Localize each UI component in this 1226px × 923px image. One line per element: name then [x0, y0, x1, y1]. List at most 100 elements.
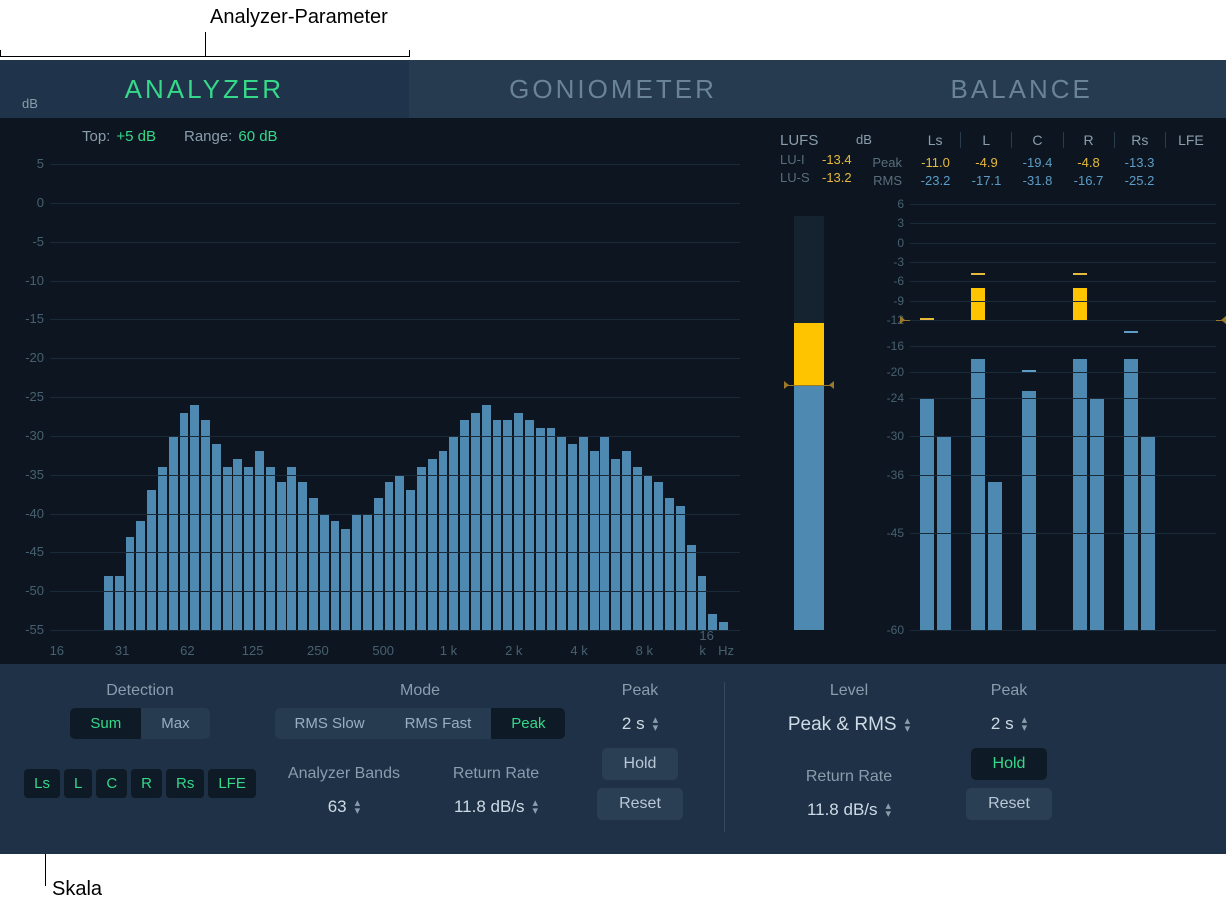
peak-right-title: Peak [991, 682, 1027, 700]
spectrum-bar [309, 498, 318, 630]
freq-tick: 16 k [699, 628, 719, 658]
level-meters: LUFS LU-I-13.4 LU-S-13.2 dB LsLCRRsLFE P… [740, 154, 1226, 664]
freq-tick: 62 [180, 643, 194, 658]
annotation-bottom: Skala [52, 878, 102, 901]
spectrum-bar [428, 459, 437, 630]
spectrum-bar [665, 498, 674, 630]
reset-right-button[interactable]: Reset [966, 788, 1052, 820]
channel-btn-L[interactable]: L [64, 769, 92, 798]
channel-values: Peak-11.0-4.9-19.4-4.8-13.3 RMS-23.2-17.… [850, 154, 1216, 190]
channel-header-C: C [1011, 132, 1062, 148]
db-tick: 5 [4, 156, 44, 171]
spectrum-bar [460, 420, 469, 630]
channel-btn-R[interactable]: R [131, 769, 162, 798]
channel-col [1012, 204, 1063, 630]
peak-left-value[interactable]: 2 s▴▾ [608, 708, 672, 740]
channel-header-Rs: Rs [1114, 132, 1165, 148]
gridline [50, 630, 740, 631]
top-value[interactable]: +5 dB [116, 128, 156, 145]
lufs-title: LUFS [780, 132, 852, 149]
spectrum-bar [568, 444, 577, 630]
spectrum-bar [622, 451, 631, 630]
db-tick: -45 [4, 544, 44, 559]
channel-col [1063, 204, 1114, 630]
freq-tick: 1 k [440, 643, 457, 658]
spectrum-bar [482, 405, 491, 630]
spectrum-bar [190, 405, 199, 630]
spectrum-bar [331, 521, 340, 630]
spectrum-bar [104, 576, 113, 630]
gridline [50, 358, 740, 359]
bands-value[interactable]: 63▴▾ [314, 791, 374, 823]
ch-tick: -3 [878, 255, 904, 269]
gridline [50, 514, 740, 515]
db-tick: 0 [4, 195, 44, 210]
rms-value: -17.1 [961, 172, 1012, 190]
tab-balance[interactable]: BALANCE [817, 60, 1226, 118]
detection-sum[interactable]: Sum [70, 708, 141, 739]
spectrum-bar [525, 420, 534, 630]
channel-btn-Rs[interactable]: Rs [166, 769, 204, 798]
peak-value: -19.4 [1012, 154, 1063, 172]
channel-btn-C[interactable]: C [96, 769, 127, 798]
detection-max[interactable]: Max [141, 708, 209, 739]
peak-value: -4.9 [961, 154, 1012, 172]
return-rate-value[interactable]: 11.8 dB/s▴▾ [440, 791, 552, 823]
db-tick: -5 [4, 234, 44, 249]
spectrum-bar [417, 467, 426, 630]
peak-value: -11.0 [910, 154, 961, 172]
top-label: Top: [82, 128, 110, 145]
channel-col [1165, 204, 1216, 630]
mode-rms-fast[interactable]: RMS Fast [385, 708, 492, 739]
gridline [50, 436, 740, 437]
lufs-indicator [788, 385, 830, 386]
channel-btn-LFE[interactable]: LFE [208, 769, 256, 798]
db-tick: -50 [4, 583, 44, 598]
return-rate2-value[interactable]: 11.8 dB/s▴▾ [793, 794, 905, 826]
spectrum-bar [363, 514, 372, 631]
bands-title: Analyzer Bands [288, 765, 400, 783]
tab-analyzer[interactable]: ANALYZER [0, 60, 409, 118]
annotation-line [0, 50, 1, 57]
ch-tick: -45 [878, 526, 904, 540]
tab-goniometer[interactable]: GONIOMETER [409, 60, 818, 118]
db-tick: -15 [4, 311, 44, 326]
channel-col [961, 204, 1012, 630]
channel-col [1114, 204, 1165, 630]
spectrum-bar [719, 622, 728, 630]
db-tick: -40 [4, 506, 44, 521]
freq-tick: 250 [307, 643, 329, 658]
spectrum-bar [449, 436, 458, 630]
spectrum-bar [115, 576, 124, 630]
db-tick: -30 [4, 428, 44, 443]
db-tick: -20 [4, 350, 44, 365]
spectrum-bar [223, 467, 232, 630]
spectrum-bar [158, 467, 167, 630]
hold-right-button[interactable]: Hold [971, 748, 1048, 780]
channel-btn-Ls[interactable]: Ls [24, 769, 60, 798]
gridline [910, 372, 1216, 373]
channel-axis: 630-3-6-9-12-16-20-24-30-36-45-60 [878, 204, 908, 630]
channel-header-L: L [960, 132, 1011, 148]
ch-tick: 0 [878, 236, 904, 250]
lufs-lui-label: LU-I [780, 151, 814, 169]
reset-left-button[interactable]: Reset [597, 788, 683, 820]
rms-value: -31.8 [1012, 172, 1063, 190]
mode-title: Mode [400, 682, 440, 700]
rms-value [1165, 172, 1216, 190]
mode-rms-slow[interactable]: RMS Slow [275, 708, 385, 739]
detection-segment: Sum Max [70, 708, 209, 739]
ch-tick: -36 [878, 468, 904, 482]
level-title: Level [830, 682, 868, 700]
gridline [910, 398, 1216, 399]
peak-right-value[interactable]: 2 s▴▾ [977, 708, 1041, 740]
range-value[interactable]: 60 dB [238, 128, 277, 145]
channel-header-R: R [1063, 132, 1114, 148]
mode-peak[interactable]: Peak [491, 708, 565, 739]
spectrum-bar [536, 428, 545, 630]
level-value[interactable]: Peak & RMS▴▾ [774, 708, 924, 742]
spectrum-bar [266, 467, 275, 630]
rms-value: -16.7 [1063, 172, 1114, 190]
spectrum-bar [298, 482, 307, 630]
hold-left-button[interactable]: Hold [602, 748, 679, 780]
